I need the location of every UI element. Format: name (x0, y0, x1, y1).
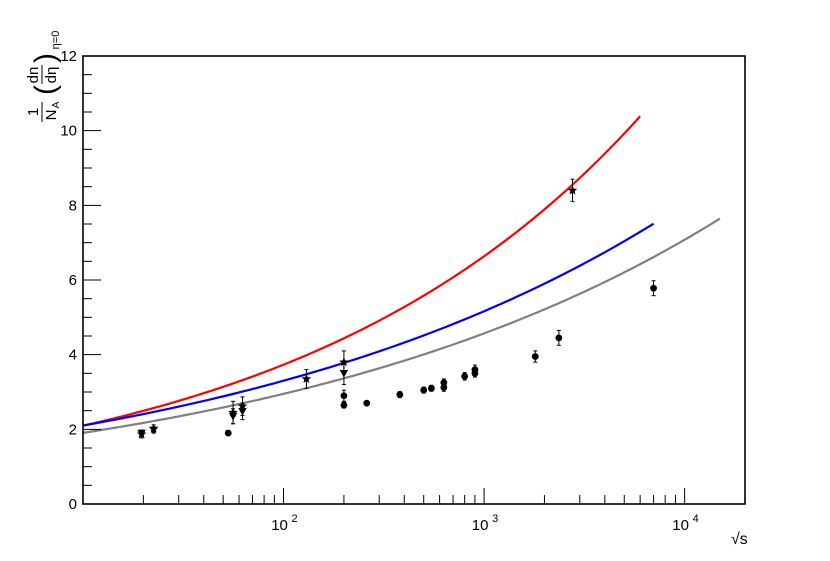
y-label-subscript: η=0 (50, 31, 62, 50)
x-axis-label: √s (731, 531, 748, 548)
data-point-circle (531, 353, 539, 360)
data-point-circle (340, 392, 348, 400)
data-point-circle (440, 379, 448, 387)
data-point-triangle (339, 369, 349, 378)
data-point-triangle (137, 429, 146, 438)
y-tick-label: 4 (69, 347, 77, 364)
fit-curve-3 (82, 217, 721, 434)
x-tick-label: 10 (271, 517, 288, 534)
data-point-circle (396, 391, 404, 399)
y-label-numerator: 1 (25, 108, 42, 116)
plot-frame (82, 55, 746, 505)
y-label-paren-close: ) (29, 53, 62, 63)
y-label-denominator-sub: A (51, 101, 62, 108)
y-tick-label: 12 (60, 48, 77, 65)
fit-curve-1 (82, 115, 641, 427)
data-point-circle (461, 372, 469, 380)
data-point-circle (340, 401, 348, 409)
data-points (136, 178, 657, 439)
x-tick-label-exponent: 3 (492, 513, 498, 525)
data-point-circle (427, 384, 435, 392)
data-point-circle (363, 399, 371, 407)
data-point-circle (224, 429, 232, 437)
data-point-circle (555, 334, 563, 342)
y-label-paren-den: dη (43, 67, 60, 84)
x-tick-label: 10 (672, 517, 689, 534)
y-tick-label: 6 (69, 272, 77, 289)
y-tick-label: 2 (69, 421, 77, 438)
y-axis-label: 1 N A ( dn dη ) η=0 (25, 31, 62, 122)
data-point-triangle (238, 408, 247, 416)
fit-curve-2 (82, 222, 655, 427)
y-tick-label: 10 (60, 123, 77, 140)
data-point-triangle (228, 412, 238, 421)
y-label-paren-num: dn (25, 67, 42, 84)
data-point-circle (471, 366, 479, 373)
y-tick-label: 0 (69, 496, 77, 513)
x-tick-label: 10 (472, 517, 489, 534)
data-point-star (567, 185, 578, 195)
data-point-circle (420, 386, 428, 394)
data-point-circle (440, 384, 448, 391)
y-tick-label: 8 (69, 197, 77, 214)
x-tick-label-exponent: 2 (292, 513, 298, 525)
data-point-circle (650, 284, 657, 292)
x-tick-label-exponent: 4 (693, 513, 699, 525)
fit-curves (82, 115, 721, 434)
data-point-triangle (149, 426, 158, 435)
y-label-paren-open: ( (29, 85, 62, 95)
y-label-denominator: N (43, 110, 60, 121)
data-point-star (301, 373, 312, 383)
